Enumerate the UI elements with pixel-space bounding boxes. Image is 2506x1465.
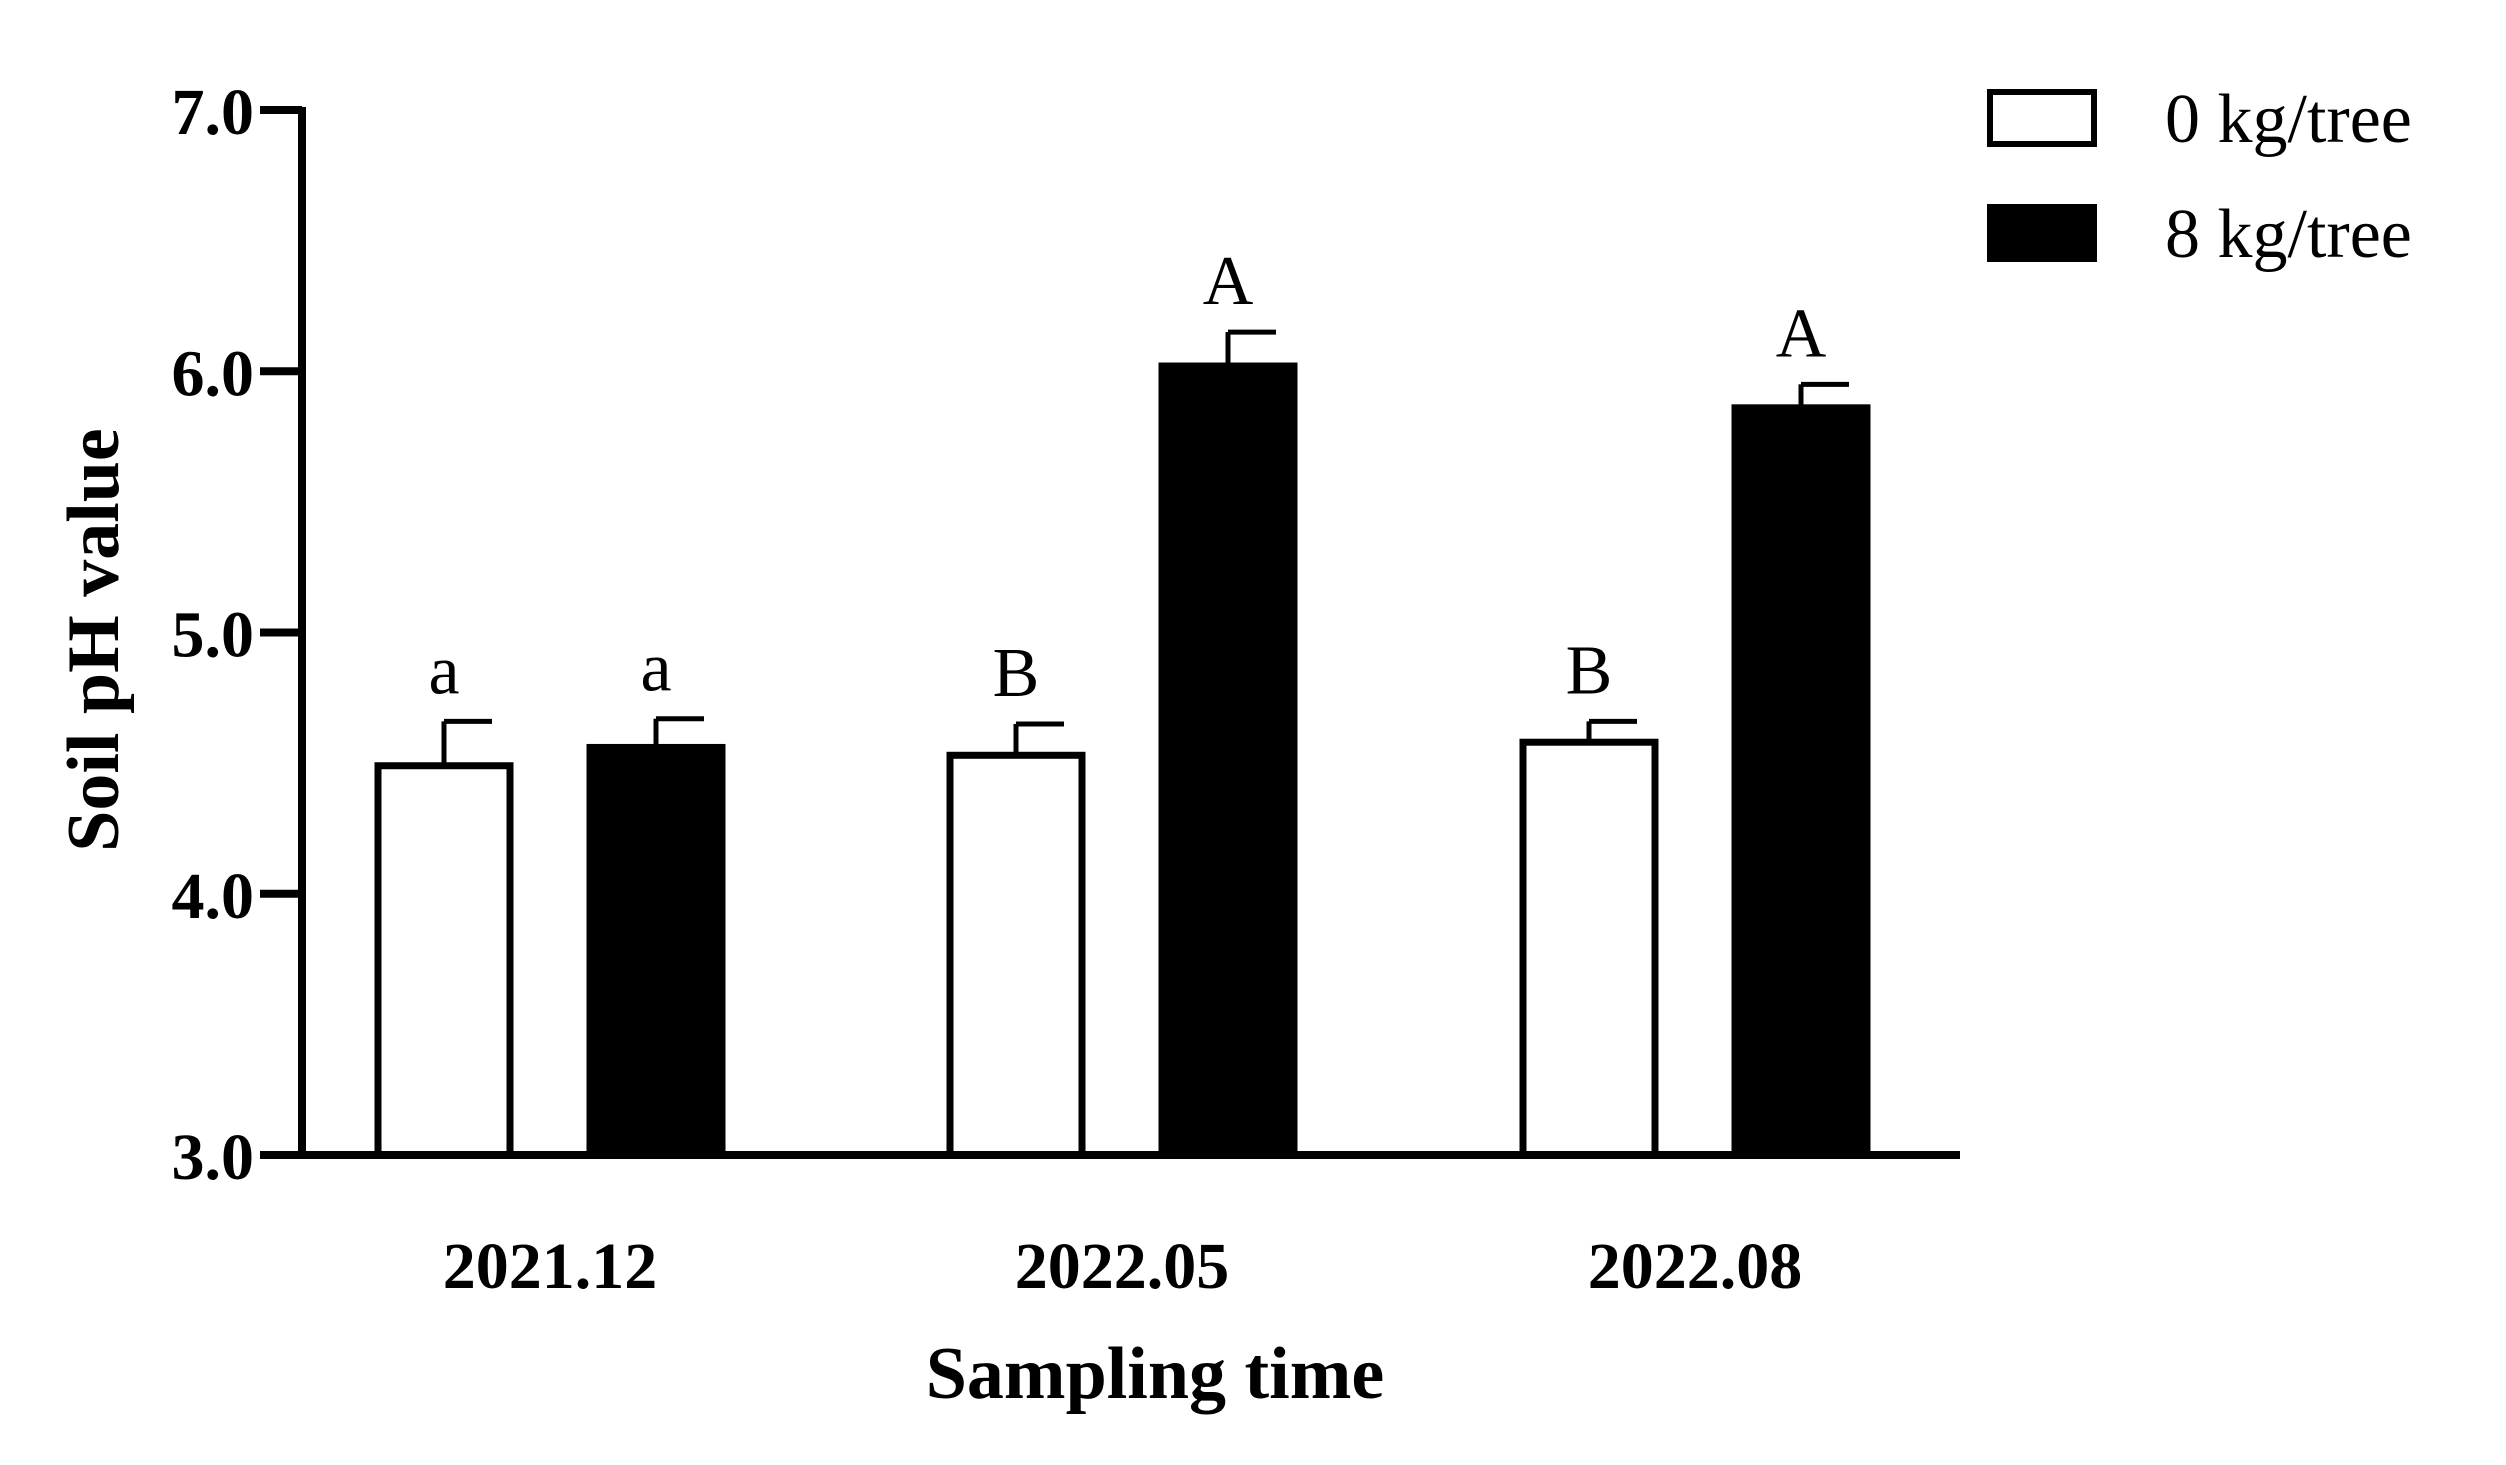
legend-swatch-1 [1987, 89, 2097, 147]
y-tick-label: 5.0 [172, 599, 255, 672]
bar-2-2021.12 [586, 743, 726, 1159]
x-tick-label: 2022.08 [1588, 1230, 1803, 1303]
bar-1-2022.05 [946, 751, 1086, 1159]
y-tick-label: 3.0 [172, 1121, 255, 1194]
bar-2-2022.05 [1158, 362, 1298, 1159]
legend-swatch-2 [1987, 204, 2097, 262]
bar-1-2022.08 [1519, 738, 1659, 1159]
significance-label: a [428, 632, 459, 709]
bar-2-2022.08 [1731, 404, 1871, 1159]
y-tick-label: 4.0 [172, 860, 255, 933]
plot-area: a B Ba A A 3.0 4.0 5.0 6.0 7.0 2021.12 2022.05 2022.… [172, 76, 2412, 1303]
significance-label: A [1203, 243, 1254, 320]
y-tick-label: 7.0 [172, 76, 255, 149]
legend-label-2: 8 kg/tree [2165, 196, 2412, 273]
significance-label: A [1776, 295, 1827, 372]
bar-1-2021.12 [374, 762, 514, 1159]
significance-label: B [993, 635, 1040, 712]
y-tick-label: 6.0 [172, 337, 255, 410]
x-tick-label: 2022.05 [1015, 1230, 1230, 1303]
significance-label: a [640, 630, 671, 707]
y-axis-title: Soil pH value [53, 428, 135, 852]
x-axis-title: Sampling time [926, 1333, 1384, 1415]
significance-label: B [1566, 632, 1613, 709]
x-tick-label: 2021.12 [443, 1230, 658, 1303]
legend-label-1: 0 kg/tree [2165, 81, 2412, 158]
